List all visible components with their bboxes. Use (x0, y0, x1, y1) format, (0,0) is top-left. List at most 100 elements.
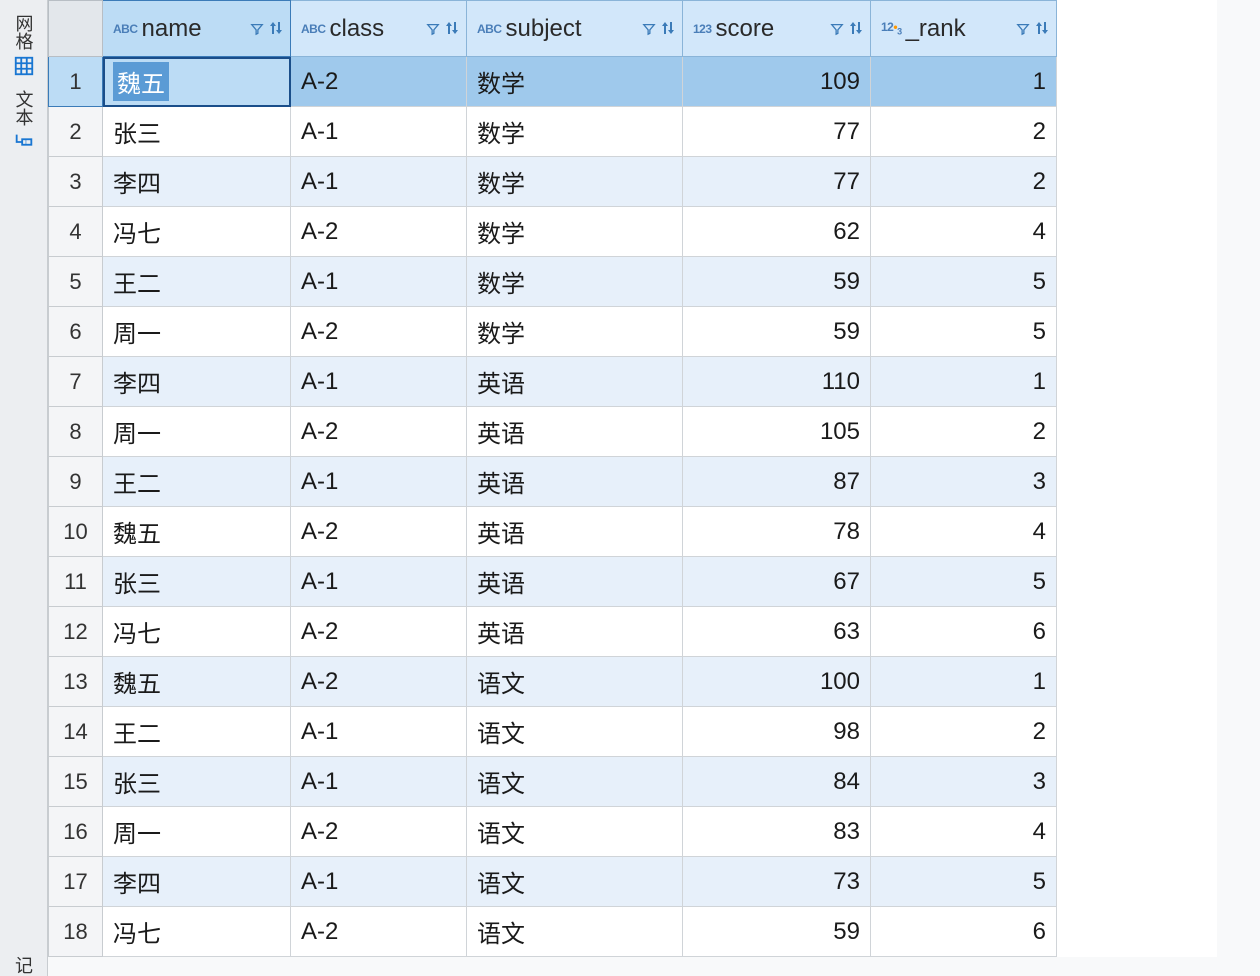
cell-class[interactable]: A-1 (291, 157, 467, 207)
cell-class[interactable]: A-2 (291, 307, 467, 357)
cell-_rank[interactable]: 5 (871, 257, 1057, 307)
row-header[interactable]: 9 (49, 457, 103, 507)
cell-name[interactable]: 王二 (103, 257, 291, 307)
cell-_rank[interactable]: 6 (871, 607, 1057, 657)
cell-name[interactable]: 魏五 (103, 57, 291, 107)
cell-name[interactable]: 王二 (103, 457, 291, 507)
cell-class[interactable]: A-2 (291, 607, 467, 657)
row-header[interactable]: 5 (49, 257, 103, 307)
column-header-class[interactable]: ABC class (291, 1, 467, 57)
sidebar-item-grid[interactable]: 网格 (2, 8, 46, 84)
cell-_rank[interactable]: 3 (871, 757, 1057, 807)
cell-name[interactable]: 冯七 (103, 207, 291, 257)
cell-name[interactable]: 周一 (103, 807, 291, 857)
row-header[interactable]: 4 (49, 207, 103, 257)
filter-icon[interactable] (830, 16, 844, 42)
cell-class[interactable]: A-1 (291, 257, 467, 307)
row-header[interactable]: 8 (49, 407, 103, 457)
grid-corner[interactable] (49, 1, 103, 57)
cell-_rank[interactable]: 6 (871, 907, 1057, 957)
cell-subject[interactable]: 英语 (467, 357, 683, 407)
sidebar-item-text[interactable]: 文本 T (2, 84, 46, 160)
cell-class[interactable]: A-2 (291, 657, 467, 707)
column-header-_rank[interactable]: 12•3 _rank (871, 1, 1057, 57)
column-header-name[interactable]: ABC name (103, 1, 291, 57)
cell-score[interactable]: 110 (683, 357, 871, 407)
cell-subject[interactable]: 数学 (467, 207, 683, 257)
cell-score[interactable]: 62 (683, 207, 871, 257)
cell-subject[interactable]: 数学 (467, 257, 683, 307)
sort-icon[interactable] (1036, 16, 1048, 42)
row-header[interactable]: 16 (49, 807, 103, 857)
cell-subject[interactable]: 英语 (467, 507, 683, 557)
cell-_rank[interactable]: 1 (871, 657, 1057, 707)
cell-score[interactable]: 67 (683, 557, 871, 607)
row-header[interactable]: 6 (49, 307, 103, 357)
cell-score[interactable]: 84 (683, 757, 871, 807)
cell-subject[interactable]: 语文 (467, 757, 683, 807)
cell-class[interactable]: A-2 (291, 407, 467, 457)
cell-name[interactable]: 周一 (103, 307, 291, 357)
cell-name[interactable]: 冯七 (103, 907, 291, 957)
filter-icon[interactable] (642, 16, 656, 42)
cell-class[interactable]: A-1 (291, 357, 467, 407)
cell-name[interactable]: 李四 (103, 357, 291, 407)
sort-icon[interactable] (662, 16, 674, 42)
cell-_rank[interactable]: 2 (871, 707, 1057, 757)
cell-name[interactable]: 王二 (103, 707, 291, 757)
cell-subject[interactable]: 英语 (467, 457, 683, 507)
cell-class[interactable]: A-2 (291, 57, 467, 107)
cell-score[interactable]: 83 (683, 807, 871, 857)
cell-score[interactable]: 77 (683, 157, 871, 207)
cell-score[interactable]: 109 (683, 57, 871, 107)
cell-class[interactable]: A-1 (291, 707, 467, 757)
cell-score[interactable]: 73 (683, 857, 871, 907)
cell-subject[interactable]: 语文 (467, 907, 683, 957)
filter-icon[interactable] (426, 16, 440, 42)
cell-class[interactable]: A-2 (291, 507, 467, 557)
cell-name[interactable]: 李四 (103, 157, 291, 207)
cell-name[interactable]: 张三 (103, 557, 291, 607)
cell-subject[interactable]: 语文 (467, 657, 683, 707)
cell-class[interactable]: A-1 (291, 457, 467, 507)
cell-_rank[interactable]: 3 (871, 457, 1057, 507)
cell-_rank[interactable]: 5 (871, 857, 1057, 907)
cell-subject[interactable]: 数学 (467, 307, 683, 357)
cell-score[interactable]: 78 (683, 507, 871, 557)
sort-icon[interactable] (850, 16, 862, 42)
cell-class[interactable]: A-2 (291, 207, 467, 257)
row-header[interactable]: 12 (49, 607, 103, 657)
filter-icon[interactable] (1016, 16, 1030, 42)
cell-subject[interactable]: 英语 (467, 407, 683, 457)
column-header-subject[interactable]: ABC subject (467, 1, 683, 57)
cell-score[interactable]: 59 (683, 907, 871, 957)
cell-_rank[interactable]: 1 (871, 357, 1057, 407)
cell-_rank[interactable]: 1 (871, 57, 1057, 107)
row-header[interactable]: 3 (49, 157, 103, 207)
cell-name[interactable]: 魏五 (103, 507, 291, 557)
cell-class[interactable]: A-1 (291, 557, 467, 607)
cell-_rank[interactable]: 5 (871, 557, 1057, 607)
cell-class[interactable]: A-1 (291, 857, 467, 907)
cell-subject[interactable]: 英语 (467, 607, 683, 657)
cell-subject[interactable]: 数学 (467, 57, 683, 107)
cell-class[interactable]: A-1 (291, 757, 467, 807)
row-header[interactable]: 10 (49, 507, 103, 557)
cell-_rank[interactable]: 4 (871, 807, 1057, 857)
cell-score[interactable]: 59 (683, 307, 871, 357)
cell-_rank[interactable]: 4 (871, 207, 1057, 257)
cell-score[interactable]: 59 (683, 257, 871, 307)
sort-icon[interactable] (446, 16, 458, 42)
cell-class[interactable]: A-2 (291, 907, 467, 957)
row-header[interactable]: 15 (49, 757, 103, 807)
cell-subject[interactable]: 语文 (467, 857, 683, 907)
cell-subject[interactable]: 语文 (467, 707, 683, 757)
cell-_rank[interactable]: 5 (871, 307, 1057, 357)
filter-icon[interactable] (250, 16, 264, 42)
row-header[interactable]: 14 (49, 707, 103, 757)
cell-_rank[interactable]: 2 (871, 407, 1057, 457)
cell-class[interactable]: A-1 (291, 107, 467, 157)
row-header[interactable]: 7 (49, 357, 103, 407)
cell-score[interactable]: 77 (683, 107, 871, 157)
cell-name[interactable]: 张三 (103, 757, 291, 807)
